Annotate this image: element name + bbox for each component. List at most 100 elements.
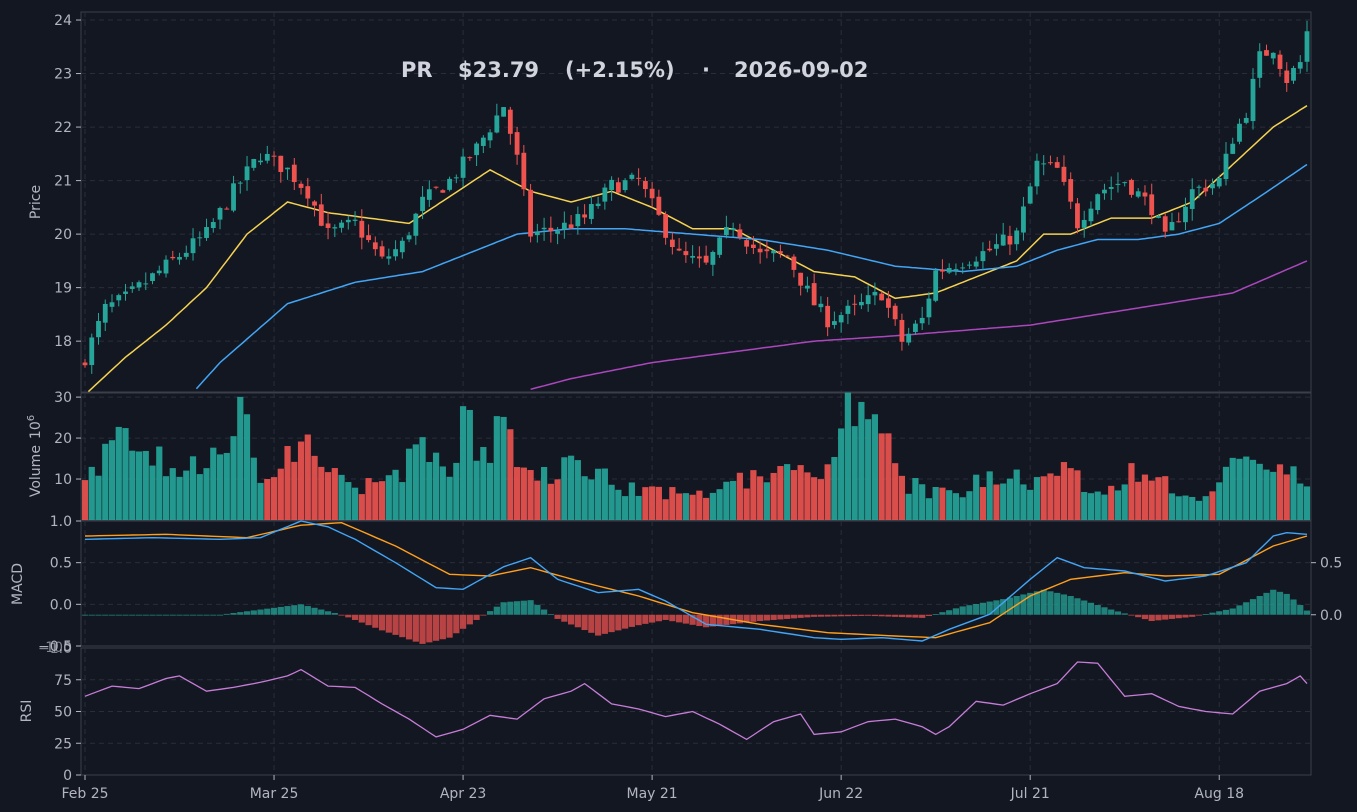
volume-bar: [662, 499, 669, 520]
volume-bar: [703, 497, 710, 520]
candle-up: [609, 176, 615, 201]
candle-body: [1135, 191, 1141, 197]
candle-up: [480, 135, 486, 154]
volume-bar: [203, 468, 210, 520]
candle-up: [163, 255, 169, 278]
macd-hist-bar: [979, 602, 987, 615]
candle-up: [156, 265, 162, 276]
macd-tick-label: 0.5: [50, 556, 72, 572]
volume-bar: [426, 461, 433, 520]
macd-hist-bar: [223, 613, 230, 615]
candle-body: [696, 256, 702, 259]
volume-bar: [473, 460, 480, 520]
candle-up: [89, 333, 95, 374]
candle-body: [163, 259, 169, 274]
macd-hist-bar: [662, 614, 669, 620]
volume-bar: [1182, 495, 1189, 520]
macd-hist-bar: [297, 604, 305, 615]
candle-body: [960, 267, 966, 269]
candle-body: [764, 249, 770, 252]
volume-bar: [129, 450, 136, 520]
volume-bar: [520, 467, 527, 520]
candle-up: [413, 212, 419, 245]
volume-bar: [264, 479, 271, 520]
macd-histogram: [81, 589, 1311, 644]
candle-body: [1156, 216, 1161, 218]
candle-up: [406, 231, 412, 243]
candle-up: [332, 224, 338, 238]
candle-body: [453, 177, 459, 179]
candle-body: [899, 319, 905, 342]
candle-body: [561, 222, 567, 230]
candle-body: [318, 204, 324, 226]
candle-down: [940, 259, 945, 280]
macd-hist-bar: [1135, 614, 1142, 618]
candle-body: [183, 252, 189, 257]
candle-down: [305, 177, 311, 207]
candle-body: [251, 159, 257, 168]
macd-hist-bar: [196, 614, 203, 616]
macd-hist-bar: [405, 614, 413, 640]
macd-hist-bar: [757, 614, 764, 621]
volume-bar: [851, 426, 858, 520]
candle-body: [1095, 194, 1101, 211]
volume-bar: [1263, 469, 1270, 520]
candle-up: [926, 291, 932, 325]
candle-body: [109, 302, 115, 307]
candle-body: [818, 303, 824, 308]
header-date: 2026-09-02: [734, 58, 868, 82]
candle-down: [744, 239, 750, 255]
macd-right-tick-label: 0.5: [1320, 556, 1342, 572]
candle-body: [798, 272, 804, 286]
macd-hist-bar: [871, 614, 879, 617]
candle-body: [575, 214, 581, 227]
candle-body: [1007, 235, 1013, 245]
candle-up: [960, 262, 966, 274]
macd-hist-bar: [291, 605, 298, 615]
candle-body: [771, 250, 777, 254]
candle-up: [1183, 197, 1188, 231]
macd-hist-bar: [520, 600, 527, 615]
candle-body: [258, 160, 263, 163]
candle-down: [649, 181, 655, 208]
candle-up: [1270, 52, 1276, 65]
candle-down: [507, 106, 513, 145]
candle-up: [197, 231, 203, 247]
candle-down: [615, 177, 621, 193]
candle-up: [217, 206, 223, 230]
candle-body: [399, 240, 405, 253]
candle-body: [413, 213, 419, 236]
macd-hist-bar: [1276, 591, 1284, 615]
volume-bar: [1168, 493, 1176, 520]
candle-up: [561, 211, 567, 239]
candle-up: [251, 158, 257, 171]
volume-bar: [1000, 483, 1007, 520]
volume-bar: [615, 489, 622, 520]
macd-hist-bar: [946, 610, 953, 615]
macd-hist-bar: [1054, 592, 1061, 615]
volume-bar: [1283, 474, 1290, 520]
rsi-tick-label: 75: [54, 673, 72, 689]
volume-bar: [527, 470, 534, 520]
candle-down: [82, 359, 88, 368]
macd-hist-bar: [1141, 614, 1149, 620]
macd-tick-label-overlap: −1.0: [38, 641, 72, 657]
volume-bar: [297, 441, 305, 520]
candle-up: [136, 280, 142, 291]
volume-bar: [946, 490, 953, 520]
candle-down: [1162, 213, 1168, 238]
volume-bar: [642, 487, 649, 520]
volume-bar: [588, 479, 595, 520]
volume-bar: [655, 486, 662, 520]
candle-down: [636, 168, 642, 186]
macd-hist-bar: [102, 614, 109, 616]
candle-body: [730, 228, 736, 231]
candle-body: [582, 214, 588, 218]
volume-bar: [608, 484, 615, 520]
macd-hist-bar: [257, 609, 264, 615]
macd-hist-bar: [912, 614, 919, 618]
volume-bar: [243, 414, 251, 520]
volume-bar: [176, 476, 183, 520]
price-panel-frame: [80, 11, 1312, 393]
candle-up: [588, 195, 594, 225]
